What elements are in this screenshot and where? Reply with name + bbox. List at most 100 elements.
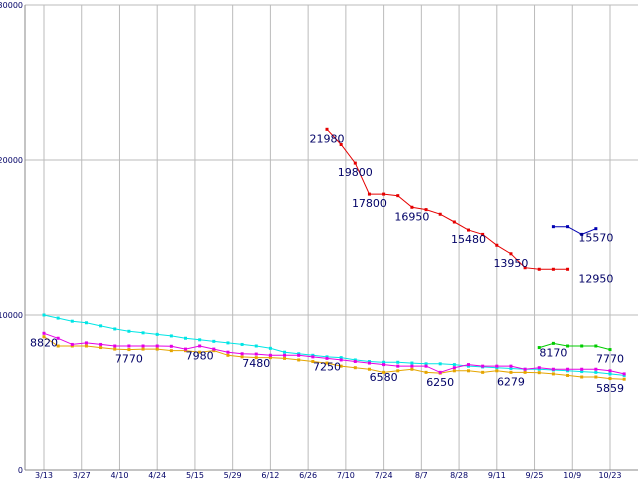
x-tick-label: 4/10	[110, 471, 128, 480]
data-point	[438, 212, 442, 216]
data-point	[212, 339, 216, 343]
data-point	[155, 347, 159, 351]
data-point	[339, 364, 343, 368]
data-point	[594, 375, 598, 379]
data-point	[481, 364, 485, 368]
data-point	[198, 344, 202, 348]
data-point	[382, 370, 386, 374]
data-point	[523, 367, 527, 371]
data-point	[353, 360, 357, 363]
x-tick-label: 6/26	[299, 471, 317, 480]
data-point	[268, 346, 272, 350]
y-tick-label: 0	[18, 466, 23, 475]
series-line-3	[326, 128, 568, 270]
data-label: 8170	[539, 346, 567, 359]
data-point	[566, 367, 570, 371]
data-point	[99, 342, 103, 346]
data-point	[212, 349, 216, 353]
data-point	[339, 143, 343, 146]
data-point	[551, 367, 555, 371]
data-point	[184, 347, 187, 351]
data-point	[495, 364, 499, 368]
x-tick-label: 5/15	[186, 471, 204, 480]
data-point	[537, 366, 541, 370]
data-label: 7980	[186, 349, 214, 362]
series-lines	[43, 128, 625, 380]
data-point	[212, 347, 216, 351]
data-label: 7480	[242, 357, 270, 370]
data-label: 6250	[426, 376, 454, 389]
data-point	[566, 225, 570, 229]
data-point	[594, 344, 598, 348]
data-point	[580, 232, 584, 236]
data-point	[42, 335, 46, 339]
data-point	[268, 353, 272, 357]
x-tick-label: 7/10	[337, 471, 355, 480]
data-label: 7770	[596, 353, 624, 366]
data-point	[537, 367, 541, 371]
plot-frame	[24, 5, 638, 471]
data-point	[467, 363, 470, 367]
data-point	[268, 356, 272, 360]
series-points	[42, 127, 626, 381]
data-point	[424, 362, 428, 366]
data-point	[396, 369, 400, 373]
data-point	[184, 349, 187, 353]
x-tick-label: 10/23	[598, 471, 621, 480]
data-point	[537, 346, 541, 350]
data-point	[240, 342, 244, 346]
data-point	[311, 360, 315, 363]
data-point	[184, 336, 187, 340]
data-point	[580, 375, 584, 379]
data-point	[198, 338, 202, 342]
data-point	[608, 372, 612, 376]
data-point	[325, 361, 329, 365]
data-point	[594, 370, 598, 374]
data-point	[169, 344, 173, 348]
data-label: 19800	[338, 166, 373, 179]
data-point	[127, 348, 131, 352]
data-point	[141, 331, 145, 335]
data-point	[198, 350, 202, 354]
data-point	[70, 342, 74, 346]
data-point	[452, 366, 456, 370]
data-point	[297, 358, 301, 362]
data-point	[424, 370, 428, 374]
data-point	[56, 316, 60, 320]
x-tick-label: 9/11	[488, 471, 506, 480]
data-point	[608, 348, 612, 352]
data-point	[226, 353, 230, 357]
data-point	[396, 364, 400, 368]
data-point	[113, 347, 117, 351]
data-point	[226, 350, 230, 354]
data-point	[297, 352, 301, 356]
data-point	[297, 353, 301, 357]
data-point	[622, 372, 626, 376]
y-axis-ticks: 0 10000 20000 30000	[0, 1, 23, 475]
data-point	[339, 356, 343, 360]
data-point	[254, 352, 258, 356]
data-point	[495, 243, 499, 247]
data-point	[495, 366, 499, 370]
data-point	[325, 127, 329, 131]
y-tick-label: 20000	[0, 156, 23, 165]
data-point	[608, 377, 612, 381]
data-point	[283, 350, 287, 354]
data-point	[353, 161, 357, 165]
data-point	[566, 369, 570, 373]
data-point	[141, 347, 145, 351]
data-point	[551, 372, 555, 376]
data-label: 12950	[578, 272, 613, 285]
data-point	[56, 344, 60, 348]
data-point	[353, 366, 357, 370]
data-label: 21980	[310, 132, 345, 145]
data-label: 7250	[313, 361, 341, 374]
data-point	[226, 341, 230, 345]
x-tick-label: 5/29	[224, 471, 242, 480]
data-point	[283, 353, 287, 357]
data-point	[240, 352, 244, 356]
data-point	[410, 205, 414, 209]
data-point	[523, 370, 527, 374]
data-point	[367, 360, 371, 363]
data-point	[141, 344, 145, 348]
